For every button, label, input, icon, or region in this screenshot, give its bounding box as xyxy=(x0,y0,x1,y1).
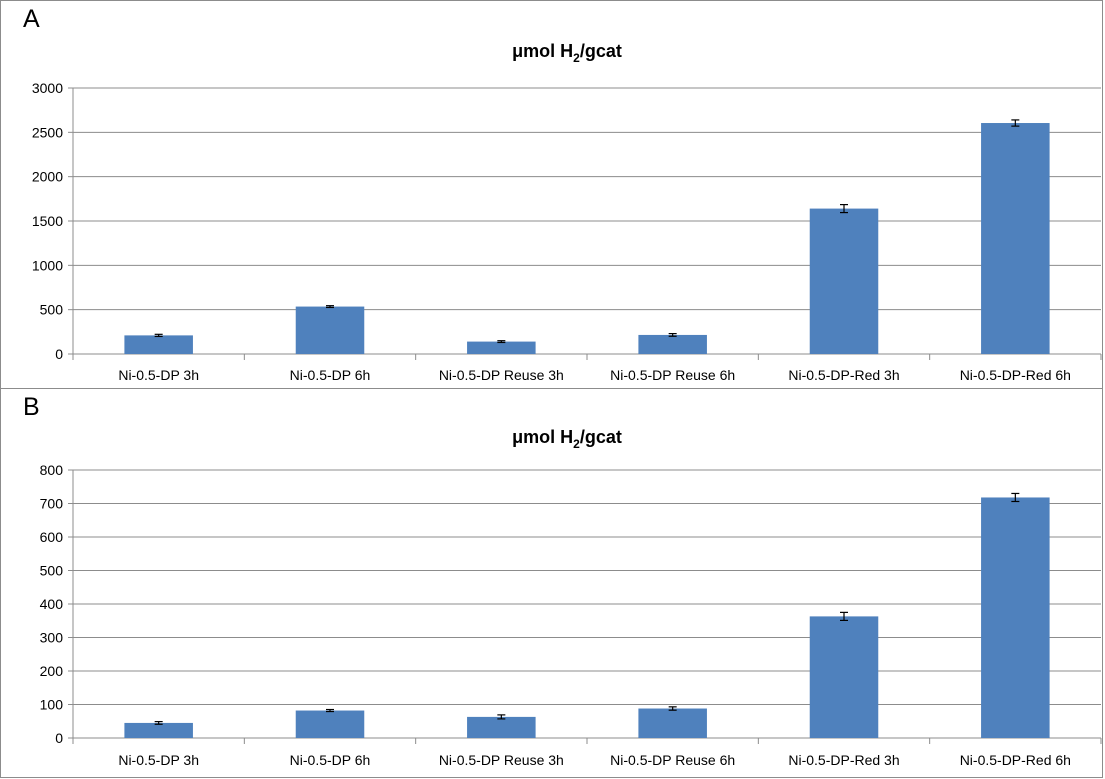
chart-panel-b: B μmol H2/gcat 0 100 200 300 400 500 600 700 800 N… xyxy=(0,388,1103,778)
panel-letter-a: A xyxy=(23,5,40,33)
x-category-label: Ni-0.5-DP-Red 3h xyxy=(788,367,899,383)
bar xyxy=(467,341,536,354)
y-tick-label: 0 xyxy=(55,346,63,362)
bar xyxy=(638,334,707,354)
x-category-label: Ni-0.5-DP Reuse 3h xyxy=(439,752,564,768)
y-tick-label: 300 xyxy=(40,630,64,646)
bar xyxy=(467,716,536,738)
y-tick-label: 500 xyxy=(40,563,64,579)
bar xyxy=(809,616,879,738)
y-tick-label: 800 xyxy=(40,462,64,478)
y-tick-label: 3000 xyxy=(32,80,63,96)
y-tick-label: 400 xyxy=(40,596,64,612)
x-category-label: Ni-0.5-DP-Red 6h xyxy=(960,367,1071,383)
x-category-label: Ni-0.5-DP 3h xyxy=(118,367,199,383)
y-tick-label: 500 xyxy=(40,302,64,318)
y-tick-label: 100 xyxy=(40,697,64,713)
y-tick-label: 700 xyxy=(40,496,64,512)
chart-title: μmol H2/gcat xyxy=(512,427,622,451)
x-category-label: Ni-0.5-DP Reuse 3h xyxy=(439,367,564,383)
x-category-label: Ni-0.5-DP 6h xyxy=(290,367,371,383)
x-category-label: Ni-0.5-DP-Red 6h xyxy=(960,752,1071,768)
y-tick-label: 600 xyxy=(40,529,64,545)
bar xyxy=(295,710,365,738)
bar xyxy=(638,708,707,738)
x-category-label: Ni-0.5-DP 6h xyxy=(290,752,371,768)
chart-b-svg: μmol H2/gcat 0 100 200 300 400 500 600 700 800 Ni-… xyxy=(40,427,1102,768)
x-category-label: Ni-0.5-DP Reuse 6h xyxy=(610,752,735,768)
chart-title: μmol H2/gcat xyxy=(512,41,622,65)
y-tick-label: 0 xyxy=(55,730,63,746)
bar xyxy=(981,123,1050,354)
x-category-label: Ni-0.5-DP Reuse 6h xyxy=(610,367,735,383)
y-tick-label: 1500 xyxy=(32,213,63,229)
chart-a-svg: μmol H2/gcat 0 500 1000 1500 2000 2500 3000 Ni-0… xyxy=(32,41,1102,383)
bar xyxy=(809,208,879,354)
y-tick-label: 2000 xyxy=(32,169,63,185)
bar xyxy=(124,335,193,354)
y-tick-label: 1000 xyxy=(32,257,63,273)
y-tick-label: 200 xyxy=(40,663,64,679)
bar xyxy=(295,306,365,354)
panel-letter-b: B xyxy=(23,393,40,421)
y-tick-label: 2500 xyxy=(32,124,63,140)
x-category-label: Ni-0.5-DP 3h xyxy=(118,752,199,768)
bar xyxy=(981,497,1050,738)
bar xyxy=(124,722,193,738)
x-category-label: Ni-0.5-DP-Red 3h xyxy=(788,752,899,768)
chart-panel-a: A μmol H2/gcat 0 500 1000 1500 2000 2500 3000 Ni… xyxy=(0,0,1103,389)
